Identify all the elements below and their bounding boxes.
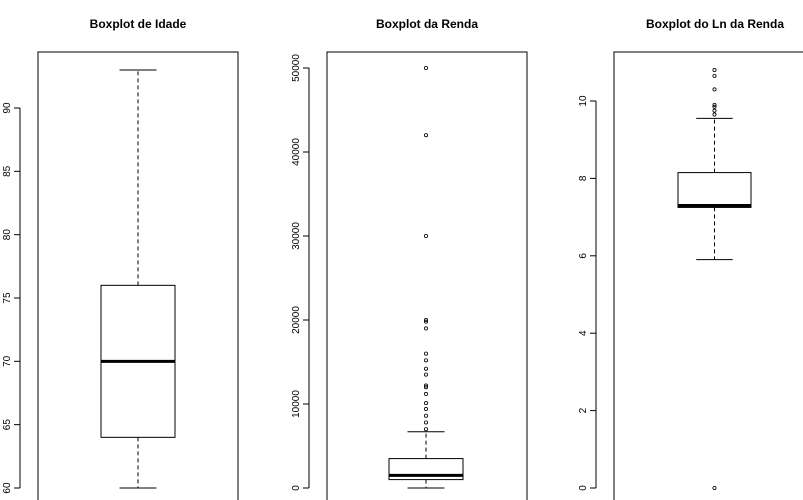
y-tick-label: 90 [2, 102, 13, 114]
outlier-point [423, 407, 428, 412]
plot-frame [37, 51, 239, 500]
outlier-point [423, 385, 428, 390]
y-tick-label: 30000 [291, 222, 302, 250]
plot-frame [326, 51, 528, 500]
outlier-point [423, 317, 428, 322]
outlier-point [423, 391, 428, 396]
y-tick-label: 60 [2, 482, 13, 494]
chart-title: Boxplot da Renda [376, 17, 478, 31]
outlier-point [423, 413, 428, 418]
y-tick-label: 4 [578, 330, 589, 336]
panel-ln-renda: Boxplot do Ln da Renda 0 2 4 6 8 10 [578, 17, 803, 500]
y-tick-label: 40000 [291, 138, 302, 166]
outlier-point [712, 102, 717, 107]
panel-idade: Boxplot de Idade 60 65 70 75 80 85 90 [2, 17, 239, 500]
outlier-point [423, 233, 428, 238]
chart-title: Boxplot de Idade [90, 17, 187, 31]
y-tick-label: 0 [578, 485, 589, 491]
outlier-point [423, 383, 428, 388]
y-tick-label: 75 [2, 292, 13, 304]
outlier-point [423, 66, 428, 71]
outlier-point [423, 366, 428, 371]
y-tick-label: 0 [291, 485, 302, 491]
outlier-point [423, 420, 428, 425]
panel-renda: Boxplot da Renda 0 10000 20000 30000 40000 50… [291, 17, 528, 500]
plot-frame [613, 51, 803, 500]
outlier-point [423, 358, 428, 363]
outlier-point [712, 108, 717, 113]
outlier-point [423, 401, 428, 406]
y-tick-label: 6 [578, 253, 589, 259]
outlier-point [712, 104, 717, 109]
y-tick-label: 70 [2, 355, 13, 367]
y-tick-label: 65 [2, 419, 13, 431]
outlier-point [712, 485, 717, 490]
y-tick-label: 85 [2, 165, 13, 177]
outlier-point [712, 68, 717, 73]
outlier-point [712, 112, 717, 117]
outlier-point [423, 372, 428, 377]
outlier-point [423, 427, 428, 432]
y-tick-label: 10 [578, 95, 589, 107]
y-tick-label: 2 [578, 407, 589, 413]
y-tick-label: 50000 [291, 54, 302, 82]
chart-title: Boxplot do Ln da Renda [646, 17, 784, 31]
y-tick-label: 20000 [291, 306, 302, 334]
outlier-point [423, 326, 428, 331]
y-tick-label: 80 [2, 229, 13, 241]
outlier-point [712, 73, 717, 78]
outlier-point [423, 319, 428, 324]
outlier-point [423, 133, 428, 138]
outlier-point [712, 87, 717, 92]
outlier-point [423, 351, 428, 356]
y-tick-label: 8 [578, 175, 589, 181]
y-tick-label: 10000 [291, 390, 302, 418]
iqr-box [677, 172, 752, 208]
